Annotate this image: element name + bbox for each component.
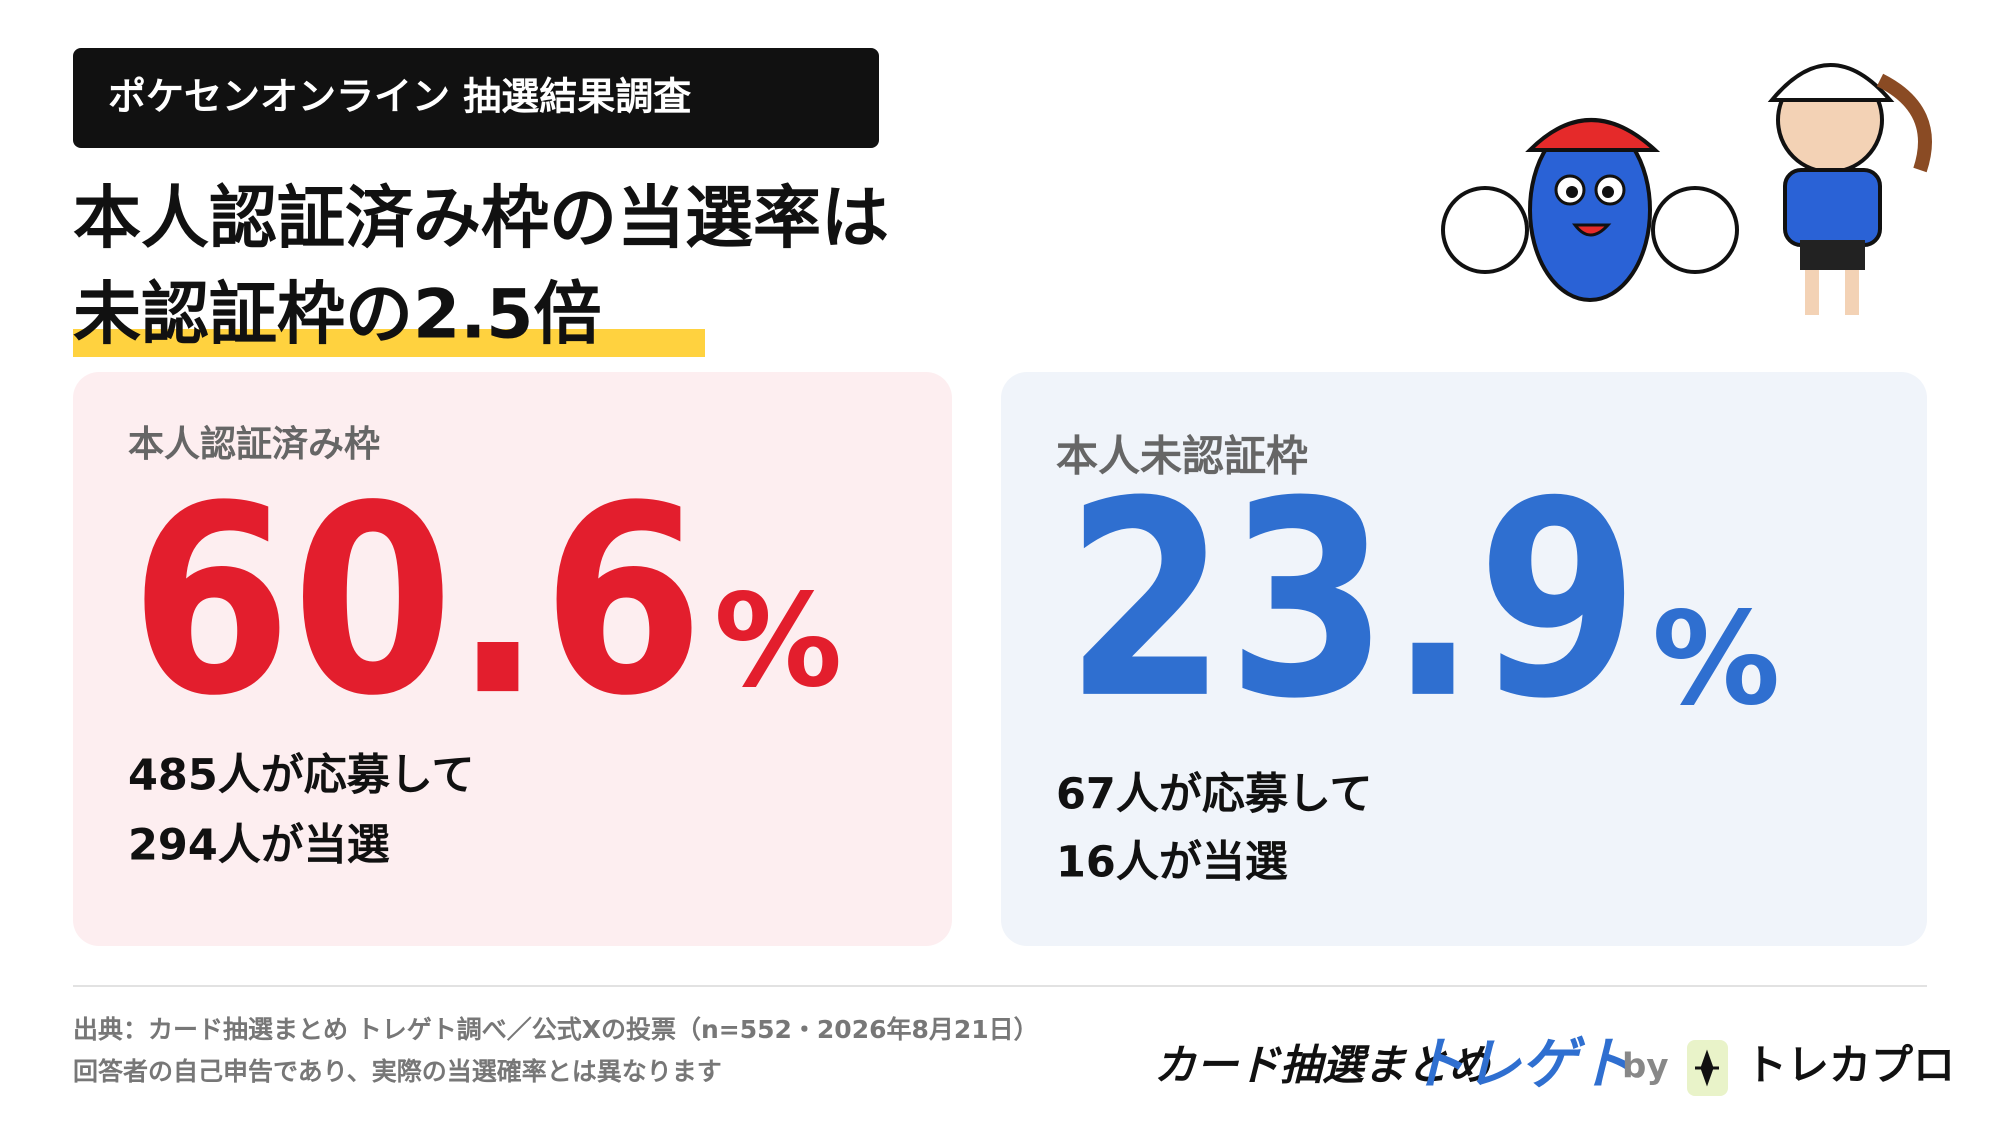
headline: 未認証枠の2.5倍 <box>73 276 601 355</box>
card-unit: % <box>1652 585 1780 734</box>
partner-icon-star <box>1695 1049 1719 1087</box>
card-label: 本人未認証枠 <box>1056 432 1308 481</box>
card-value: 23.9 <box>1065 443 1639 758</box>
footnote: 出典：カード抽選まとめ トレゲト調べ／公式Xの投票（n=552・2026年8月2… <box>73 1015 1039 1044</box>
footnote: 回答者の自己申告であり、実際の当選確率とは異なります <box>73 1057 722 1086</box>
card-value: 60.6 <box>130 451 704 753</box>
card-line: 294人が当選 <box>128 821 390 871</box>
card-line: 67人が応募して <box>1056 770 1373 820</box>
mascots <box>1441 63 1932 315</box>
badge-bg <box>73 48 879 148</box>
brand: カード抽選まとめ <box>1154 1041 1492 1090</box>
card-line: 16人が当選 <box>1056 838 1288 888</box>
badge: ポケセンオンライン 抽選結果調査 <box>108 75 691 119</box>
card <box>73 372 952 946</box>
highlight <box>73 329 705 357</box>
headline: 本人認証済み枠の当選率は <box>73 180 889 259</box>
by: by <box>1622 1047 1669 1087</box>
card-line: 485人が応募して <box>128 751 474 801</box>
card <box>1001 372 1927 946</box>
card-unit: % <box>714 567 842 716</box>
card-label: 本人認証済み枠 <box>128 424 380 465</box>
brand-name: トレゲト <box>1409 1032 1633 1097</box>
partner: トレカプロ <box>1745 1041 1955 1090</box>
